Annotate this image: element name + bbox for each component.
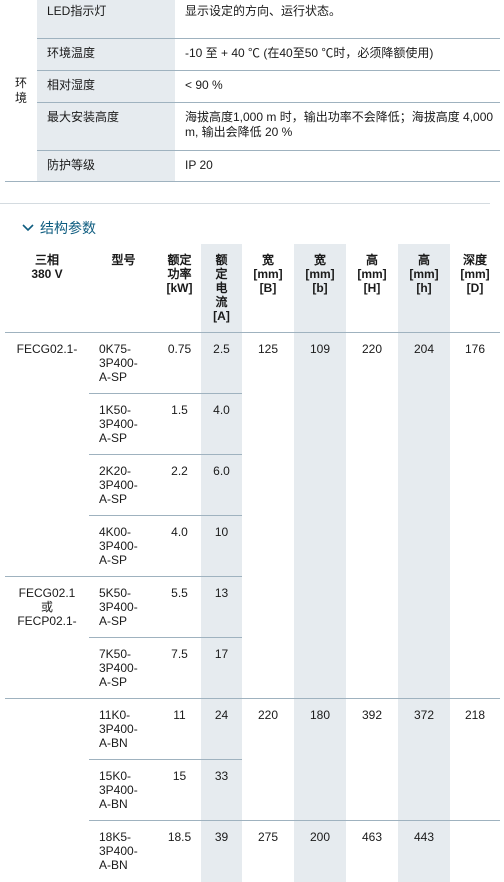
header-power: 额定 功率 [kW] — [158, 244, 201, 333]
model-cell: 11K0- 3P400- A-BN — [89, 698, 158, 760]
header-width-B: 宽 [mm] [B] — [242, 244, 294, 333]
model-cell: 4K00- 3P400- A-SP — [89, 515, 158, 577]
current-cell: 17 — [201, 637, 242, 699]
current-cell: 33 — [201, 759, 242, 821]
dim-b-cell: 180 — [294, 698, 346, 821]
dim-h-cell: 204 — [398, 332, 450, 699]
dim-B-cell: 220 — [242, 698, 294, 821]
current-cell: 4.0 — [201, 393, 242, 455]
env-value: < 90 % — [175, 70, 500, 103]
header-current: 额 定 电 流 [A] — [201, 244, 242, 333]
current-cell: 13 — [201, 576, 242, 638]
model-cell: 5K50- 3P400- A-SP — [89, 576, 158, 638]
section-divider — [0, 203, 490, 204]
env-value: -10 至 + 40 ℃ (在40至50 ℃时，必须降额使用) — [175, 38, 500, 71]
env-group-label: 环 境 — [5, 38, 37, 182]
env-value: 显示设定的方向、运行状态。 — [175, 0, 500, 39]
dim-D-cell: 218 — [450, 698, 500, 821]
power-cell: 0.75 — [158, 332, 201, 394]
dim-H-cell: 220 — [346, 332, 398, 699]
model-cell: 15K0- 3P400- A-BN — [89, 759, 158, 821]
dim-H-cell: 463 — [361, 830, 383, 844]
current-cell: 24 — [201, 698, 242, 760]
header-phase: 三相 380 V — [5, 244, 89, 333]
dim-D-cell — [450, 821, 500, 882]
env-key: LED指示灯 — [37, 0, 175, 39]
env-key: 最大安装高度 — [37, 102, 175, 151]
series-cell: FECG02.1- — [5, 332, 89, 577]
dim-h-cell: 372 — [398, 698, 450, 821]
dim-H-cell: 392 — [346, 698, 398, 821]
model-cell: 1K50- 3P400- A-SP — [89, 393, 158, 455]
chevron-down-icon — [22, 224, 34, 232]
power-cell: 4.0 — [158, 515, 201, 577]
structure-table: 三相 380 V 型号 额定 功率 [kW] 额 定 电 流 [A] 宽 [mm… — [5, 244, 500, 882]
power-cell: 5.5 — [158, 576, 201, 638]
group-label-char: 环 — [14, 76, 27, 90]
group-label-char: 境 — [14, 91, 27, 105]
header-model: 型号 — [89, 244, 158, 333]
dim-B-cell: 275 — [257, 830, 279, 844]
power-cell: 11 — [158, 698, 201, 760]
model-cell: 18K5- 3P400- A-BN — [99, 830, 138, 872]
environment-table: LED指示灯 显示设定的方向、运行状态。 环 境 环境温度 -10 至 + 40… — [5, 0, 500, 182]
dim-B-cell: 125 — [242, 332, 294, 699]
series-cell: FECG02.1 或 FECP02.1- — [5, 576, 89, 699]
model-cell: 2K20- 3P400- A-SP — [89, 454, 158, 516]
current-cell: 2.5 — [201, 332, 242, 394]
current-cell: 6.0 — [201, 454, 242, 516]
model-cell: 0K75- 3P400- A-SP — [89, 332, 158, 394]
dim-b-cell: 109 — [294, 332, 346, 699]
env-key: 环境温度 — [37, 38, 175, 71]
power-cell: 15 — [158, 759, 201, 821]
power-cell: 7.5 — [158, 637, 201, 699]
env-key: 相对湿度 — [37, 70, 175, 103]
power-cell: 18.5 — [167, 830, 192, 844]
dim-b-cell: 200 — [294, 820, 346, 882]
env-value: IP 20 — [175, 150, 500, 182]
section-header[interactable]: 结构参数 — [20, 218, 96, 238]
power-cell: 1.5 — [158, 393, 201, 455]
header-height-h: 高 [mm] [h] — [398, 244, 450, 333]
current-cell: 39 — [201, 820, 242, 882]
header-height-H: 高 [mm] [H] — [346, 244, 398, 333]
model-cell: 7K50- 3P400- A-SP — [89, 637, 158, 699]
dim-D-cell: 176 — [450, 332, 500, 699]
dim-h-cell: 443 — [398, 820, 450, 882]
current-cell: 10 — [201, 515, 242, 577]
header-depth: 深度 [mm] [D] — [450, 244, 500, 333]
series-cell-empty — [5, 699, 89, 882]
group-cell-empty — [5, 0, 37, 38]
env-value: 海拔高度1,000 m 时，输出功率不会降低；海拔高度 4,000 m, 输出会… — [175, 102, 500, 151]
header-width-b: 宽 [mm] [b] — [294, 244, 346, 333]
power-cell: 2.2 — [158, 454, 201, 516]
env-key: 防护等级 — [37, 150, 175, 182]
section-title: 结构参数 — [40, 220, 96, 236]
